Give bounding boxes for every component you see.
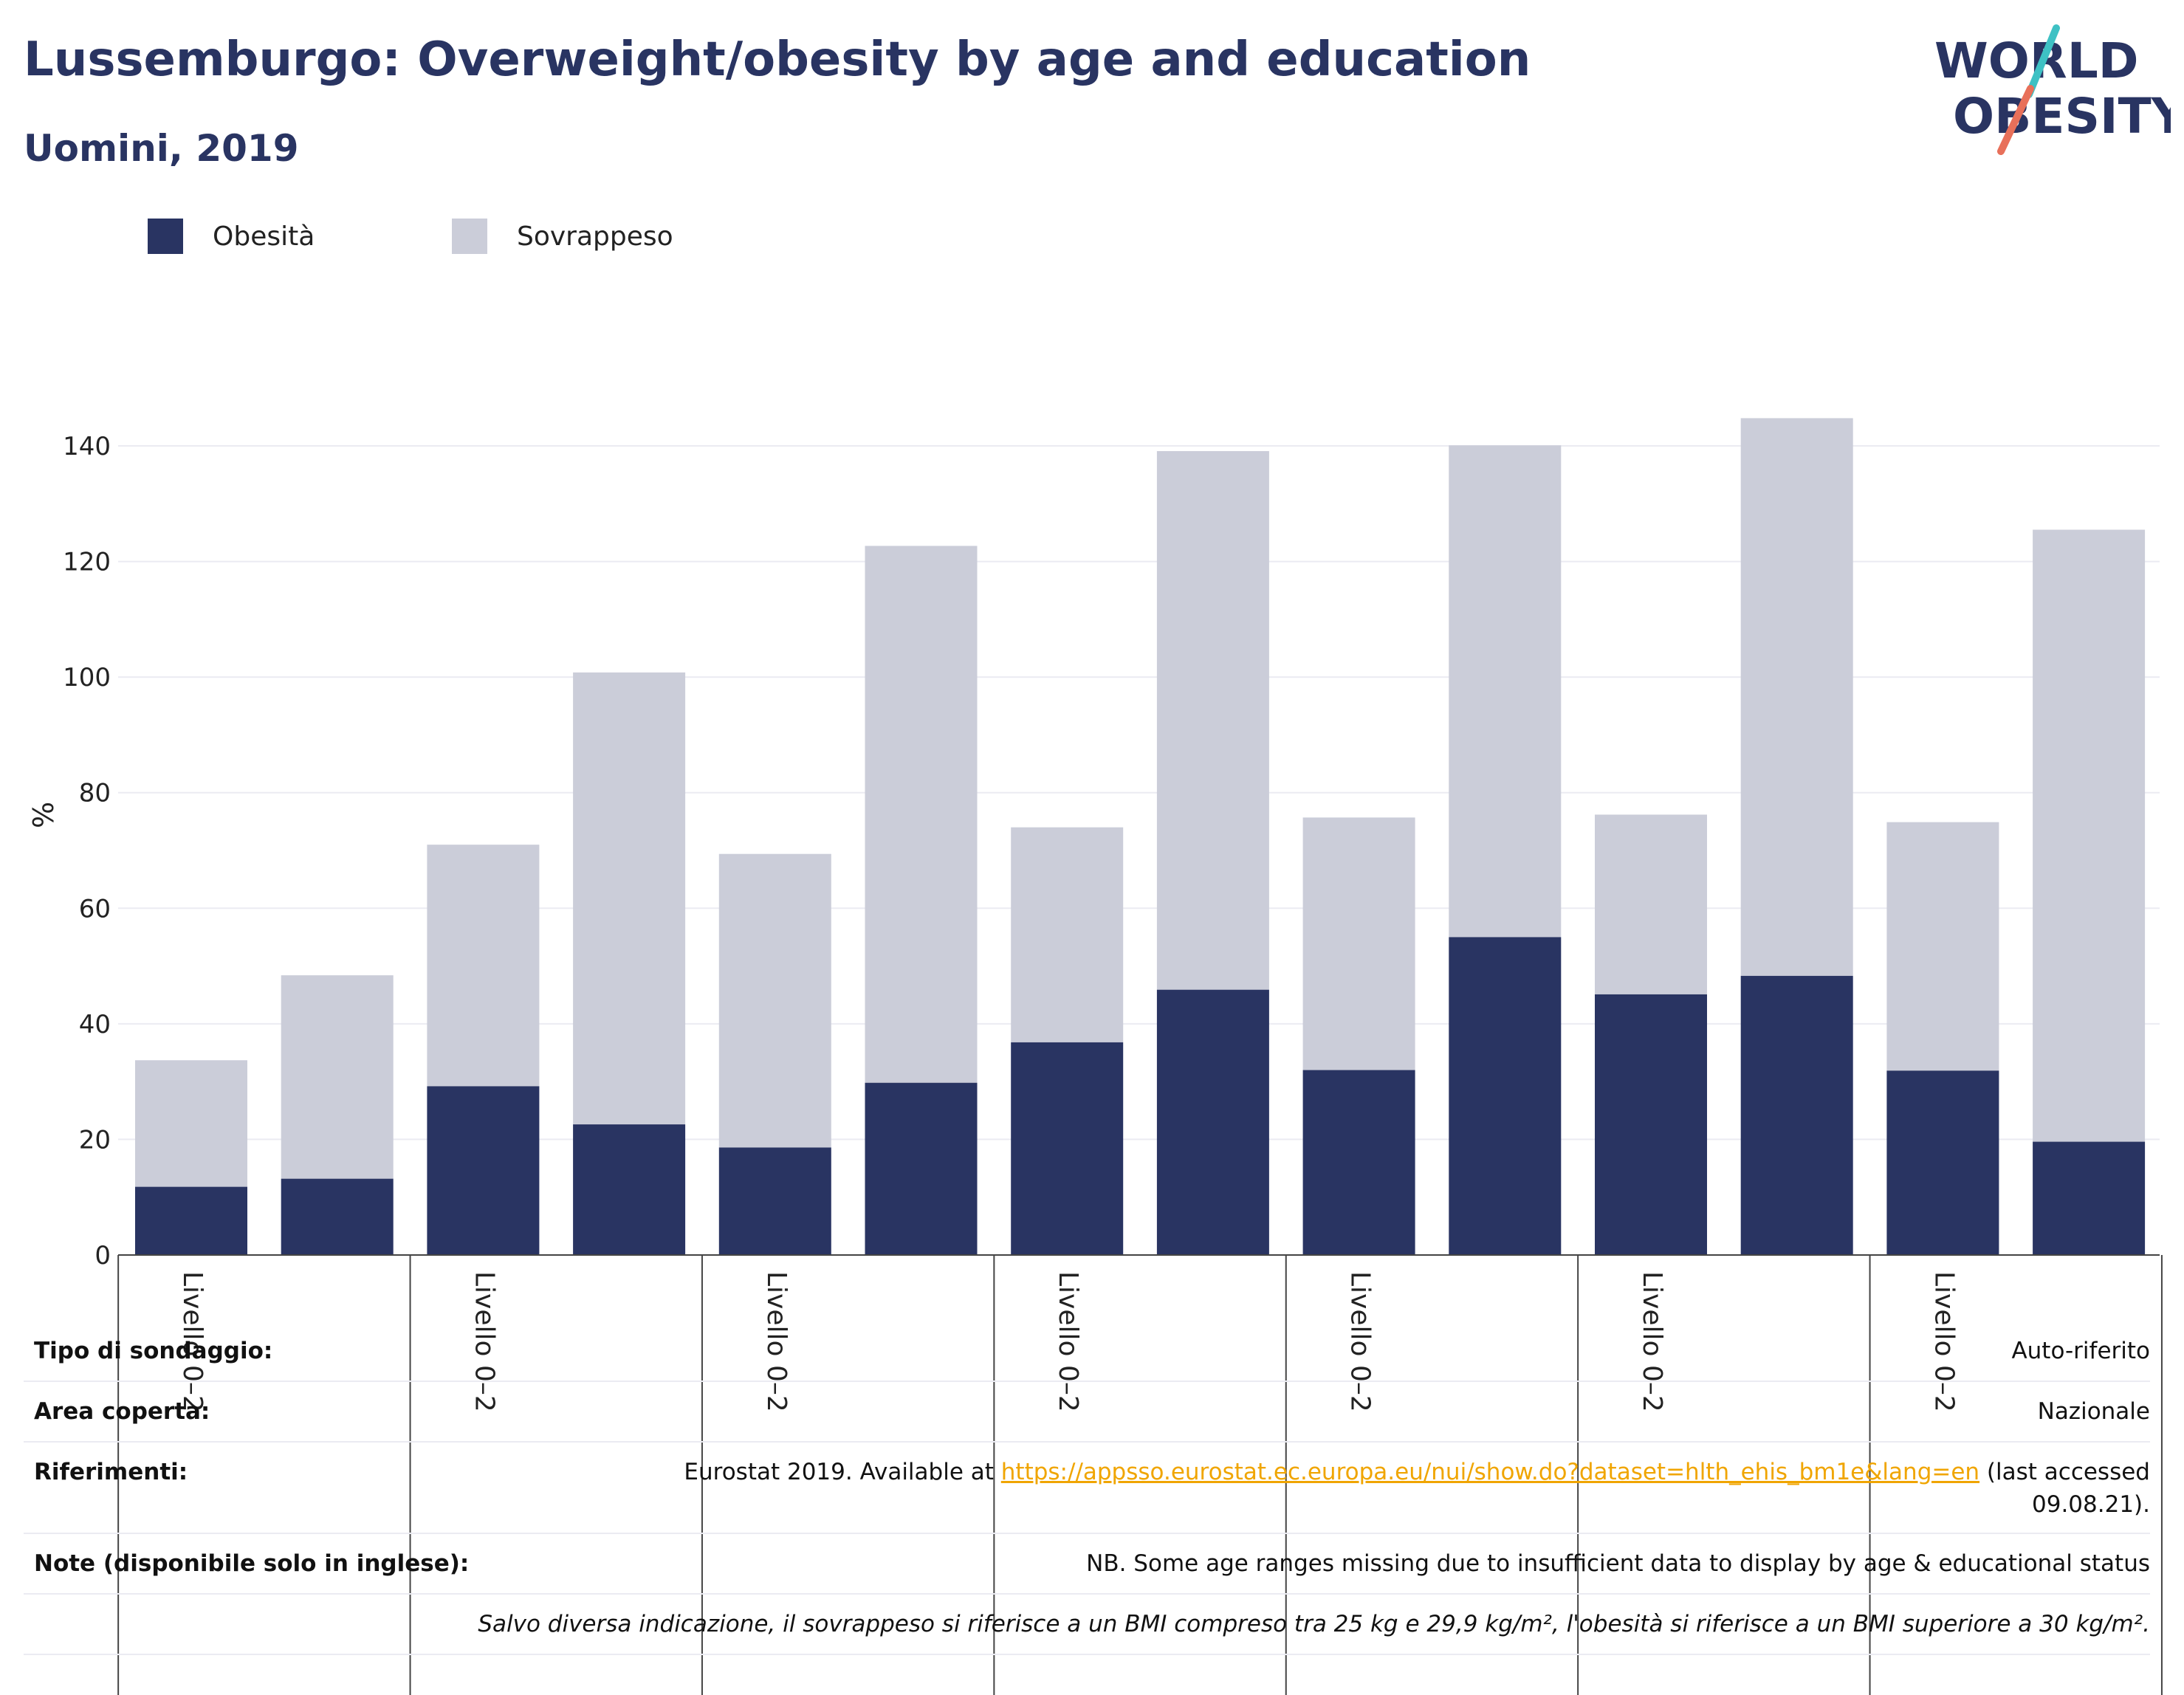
survey-type-value: Auto-riferito	[2011, 1338, 2150, 1364]
bar-overweight	[1740, 418, 1853, 976]
bar-obesity	[1302, 1070, 1415, 1255]
y-tick-label: 120	[63, 548, 111, 577]
bar-obesity	[427, 1086, 540, 1255]
x-group-label: Livello 0–2	[1345, 1271, 1376, 1412]
x-group-label: Livello 0–2	[469, 1271, 499, 1412]
bar-overweight	[718, 853, 831, 1148]
bar-obesity	[1156, 989, 1269, 1255]
references-value-line2: 09.08.21).	[2032, 1491, 2150, 1518]
bar-obesity	[135, 1186, 247, 1255]
y-tick-label: 100	[63, 663, 111, 692]
bar-obesity	[2033, 1141, 2146, 1255]
x-group-label: Livello 0–2	[1929, 1271, 1959, 1412]
legend-swatch-obesity	[148, 219, 183, 254]
references-prefix: Eurostat 2019. Available at	[684, 1459, 1001, 1485]
bar-obesity	[1595, 994, 1707, 1255]
survey-type-label: Tipo di sondaggio:	[34, 1338, 273, 1364]
y-axis-label: %	[27, 802, 60, 828]
bar-overweight	[1302, 817, 1415, 1070]
footer-references: Riferimenti: Eurostat 2019. Available at…	[24, 1459, 2150, 1525]
bar-overweight	[281, 975, 394, 1179]
x-group-label: Livello 0–2	[1637, 1271, 1667, 1412]
bar-overweight	[1011, 827, 1124, 1042]
bar-obesity	[1886, 1070, 1999, 1255]
references-label: Riferimenti:	[34, 1459, 188, 1485]
y-tick-label: 140	[63, 432, 111, 461]
legend-item-obesity[interactable]: Obesità	[148, 219, 315, 254]
references-link[interactable]: https://appsso.eurostat.ec.europa.eu/nui…	[1000, 1459, 1980, 1485]
bar-obesity	[281, 1178, 394, 1255]
logo-word-2: OBESITY	[1953, 88, 2171, 145]
bar-overweight	[865, 546, 978, 1083]
chart-subtitle: Uomini, 2019	[24, 127, 299, 170]
footer-divider	[24, 1593, 2150, 1595]
bar-obesity	[718, 1147, 831, 1255]
y-tick-label: 60	[79, 894, 111, 924]
footer-definition: Salvo diversa indicazione, il sovrappeso…	[24, 1611, 2150, 1643]
bar-overweight	[135, 1060, 247, 1187]
bar-overweight	[2033, 529, 2146, 1142]
bar-overweight	[1156, 451, 1269, 990]
y-tick-label: 40	[79, 1010, 111, 1039]
footer-divider	[24, 1381, 2150, 1382]
bar-overweight	[427, 845, 540, 1087]
bar-obesity	[865, 1082, 978, 1255]
bar-overweight	[1595, 814, 1707, 994]
y-tick-label: 80	[79, 779, 111, 808]
footer-divider	[24, 1533, 2150, 1534]
bar-overweight	[573, 672, 686, 1125]
bar-overweight	[1449, 445, 1562, 938]
legend-label-overweight: Sovrappeso	[517, 221, 673, 252]
footer-survey-type: Tipo di sondaggio: Auto-riferito	[24, 1338, 2150, 1370]
y-tick-label: 0	[95, 1241, 111, 1271]
references-suffix: (last accessed	[1979, 1459, 2150, 1485]
x-group-label: Livello 0–2	[761, 1271, 791, 1412]
x-group-label: Livello 0–2	[177, 1271, 207, 1412]
footer-notes: Note (disponibile solo in inglese): NB. …	[24, 1550, 2150, 1583]
y-tick-label: 20	[79, 1125, 111, 1155]
legend-swatch-overweight	[452, 219, 487, 254]
notes-label: Note (disponibile solo in inglese):	[34, 1550, 470, 1577]
references-value-line1: Eurostat 2019. Available at https://apps…	[684, 1459, 2150, 1485]
area-label: Area coperta:	[34, 1398, 210, 1425]
bar-obesity	[1011, 1042, 1124, 1255]
notes-value: NB. Some age ranges missing due to insuf…	[1086, 1550, 2150, 1577]
logo-slash-coral	[1997, 85, 2034, 155]
chart-title: Lussemburgo: Overweight/obesity by age a…	[24, 32, 1531, 87]
definition-text: Salvo diversa indicazione, il sovrappeso…	[478, 1611, 2150, 1637]
footer-divider	[24, 1654, 2150, 1655]
bar-obesity	[1740, 975, 1853, 1255]
legend-item-overweight[interactable]: Sovrappeso	[452, 219, 673, 254]
world-obesity-logo: WORLD OBESITY	[1934, 24, 2171, 155]
legend-label-obesity: Obesità	[213, 221, 315, 252]
footer-divider	[24, 1441, 2150, 1443]
x-group-label: Livello 0–2	[1053, 1271, 1083, 1412]
bar-obesity	[1449, 937, 1562, 1255]
bar-obesity	[573, 1124, 686, 1255]
area-value: Nazionale	[2037, 1398, 2150, 1425]
bar-overweight	[1886, 822, 1999, 1071]
logo-slash-teal	[2025, 24, 2060, 98]
footer-area: Area coperta: Nazionale	[24, 1398, 2150, 1431]
